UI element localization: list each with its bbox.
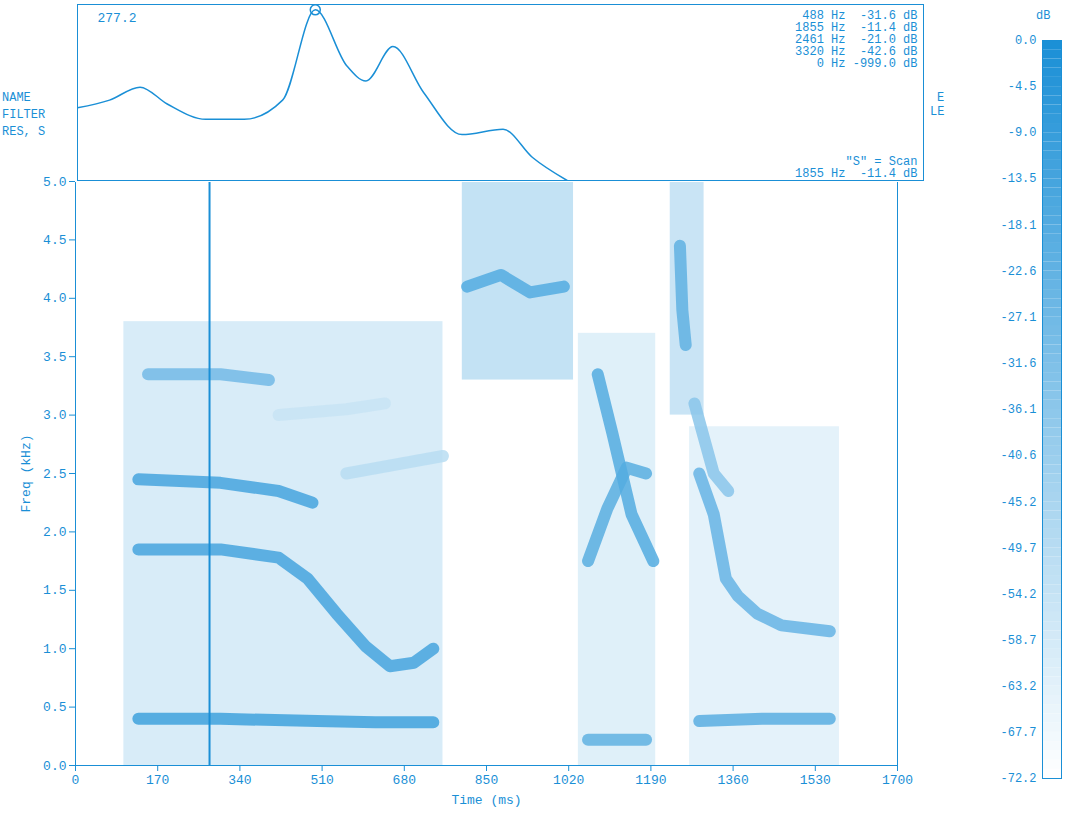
svg-text:-22.6: -22.6 (1000, 265, 1036, 279)
svg-text:0.0: 0.0 (43, 759, 66, 774)
svg-text:1.5: 1.5 (43, 583, 66, 598)
svg-text:3.5: 3.5 (43, 350, 66, 365)
svg-text:-4.5: -4.5 (1008, 80, 1037, 94)
svg-text:-67.7: -67.7 (1000, 726, 1036, 740)
svg-text:0.5: 0.5 (43, 700, 66, 715)
svg-text:1190: 1190 (635, 773, 666, 788)
svg-text:-36.1: -36.1 (1000, 403, 1036, 417)
svg-text:1020: 1020 (553, 773, 584, 788)
svg-text:850: 850 (475, 773, 498, 788)
svg-text:-45.2: -45.2 (1000, 496, 1036, 510)
svg-text:680: 680 (393, 773, 416, 788)
svg-text:Freq (kHz): Freq (kHz) (19, 434, 34, 512)
svg-text:170: 170 (146, 773, 169, 788)
svg-text:-18.1: -18.1 (1000, 219, 1036, 233)
svg-text:-31.6: -31.6 (1000, 357, 1036, 371)
svg-text:4.5: 4.5 (43, 233, 66, 248)
svg-text:-13.5: -13.5 (1000, 172, 1036, 186)
svg-text:-58.7: -58.7 (1000, 634, 1036, 648)
svg-text:488 Hz -31.6 dB1855 Hz -11.4: 488 Hz -31.6 dB1855 Hz -11.4 dB2461 Hz -… (795, 9, 917, 71)
html-text:dB: dB (1036, 9, 1051, 23)
html-text:RES, S: RES, S (2, 125, 46, 139)
svg-text:3.0: 3.0 (43, 408, 66, 423)
svg-text:-63.2: -63.2 (1000, 680, 1036, 694)
svg-text:-49.7: -49.7 (1000, 542, 1036, 556)
svg-text:-27.1: -27.1 (1000, 311, 1036, 325)
svg-text:-72.2: -72.2 (1000, 772, 1036, 786)
svg-text:"S" = Scan1855 Hz -11.4 dB: "S" = Scan1855 Hz -11.4 dB (795, 155, 917, 181)
svg-text:-54.2: -54.2 (1000, 588, 1036, 602)
svg-text:1360: 1360 (717, 773, 748, 788)
svg-text:1.0: 1.0 (43, 642, 66, 657)
svg-text:5.0: 5.0 (43, 175, 66, 190)
svg-text:510: 510 (310, 773, 333, 788)
svg-text:1530: 1530 (800, 773, 831, 788)
html-text:E: E (937, 91, 945, 105)
svg-text:4.0: 4.0 (43, 291, 66, 306)
html-text:FILTER: FILTER (2, 108, 46, 122)
svg-text:Time (ms): Time (ms) (451, 793, 521, 808)
html-text:NAME: NAME (2, 91, 31, 105)
svg-text:2.0: 2.0 (43, 525, 66, 540)
svg-text:277.2: 277.2 (98, 11, 137, 26)
svg-text:0.0: 0.0 (1015, 34, 1037, 48)
svg-text:-9.0: -9.0 (1008, 126, 1037, 140)
html-text:LE: LE (930, 105, 945, 119)
svg-text:-40.6: -40.6 (1000, 449, 1036, 463)
svg-text:1700: 1700 (882, 773, 913, 788)
svg-text:340: 340 (228, 773, 251, 788)
svg-text:0: 0 (72, 773, 80, 788)
svg-text:2.5: 2.5 (43, 467, 66, 482)
